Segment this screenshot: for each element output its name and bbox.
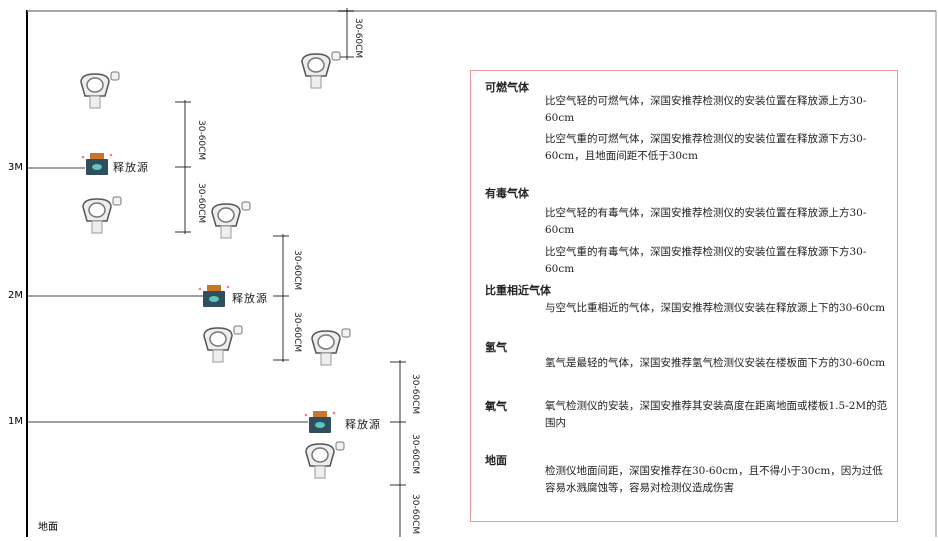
- ground-label: 地面: [38, 522, 58, 533]
- level-1m-label: 1M: [8, 416, 23, 427]
- dimension-lines: [175, 8, 406, 537]
- release-source-label: 释放源: [345, 418, 381, 431]
- gas-detector-icon: [311, 328, 351, 366]
- dimension-label: 30-60CM: [196, 120, 206, 161]
- section-title: 比重相近气体: [485, 284, 551, 297]
- release-source-icon: [81, 153, 113, 175]
- release-source-icon: [198, 285, 230, 307]
- section-title: 地面: [485, 454, 507, 467]
- level-3m-label: 3M: [8, 162, 23, 173]
- release-source-label: 释放源: [232, 292, 268, 305]
- level-2m-label: 2M: [8, 290, 23, 301]
- section-paragraph: 氢气是最轻的气体，深国安推荐氢气检测仪安装在楼板面下方的30-60cm: [545, 357, 886, 369]
- gas-detector-icon: [80, 71, 120, 109]
- dimension-label: 30-60CM: [292, 250, 302, 291]
- guideline-panel: 可燃气体比空气轻的可燃气体，深国安推荐检测仪的安装位置在释放源上方30-60cm…: [470, 70, 898, 522]
- section-paragraph: 检测仪地面间距，深国安推荐在30-60cm，且不得小于30cm，因为过低容易水溅…: [545, 465, 883, 494]
- release-source-label: 释放源: [113, 161, 149, 174]
- dimension-label: 30-60CM: [410, 374, 420, 415]
- gas-detector-icon: [301, 51, 341, 89]
- section-title: 可燃气体: [485, 81, 529, 94]
- dimension-label: 30-60CM: [410, 434, 420, 475]
- release-source-icon: [304, 411, 336, 433]
- dimension-label: 30-60CM: [292, 312, 302, 353]
- section-paragraph: 比空气重的有毒气体，深国安推荐检测仪的安装位置在释放源下方30-60cm: [545, 246, 867, 275]
- gas-detector-icon: [203, 325, 243, 363]
- section-title: 氢气: [485, 341, 507, 354]
- gas-detector-icon: [211, 201, 251, 239]
- section-paragraph: 与空气比重相近的气体，深国安推荐检测仪安装在释放源上下的30-60cm: [545, 302, 886, 314]
- section-paragraph: 氧气检测仪的安装，深国安推荐其安装高度在距离地面或楼板1.5-2M的范围内: [545, 400, 888, 429]
- section-title: 有毒气体: [485, 187, 529, 200]
- section-paragraph: 比空气轻的有毒气体，深国安推荐检测仪的安装位置在释放源上方30-60cm: [545, 207, 867, 236]
- dimension-label: 30-60CM: [410, 494, 420, 535]
- gas-detector-icon: [305, 441, 345, 479]
- section-paragraph: 比空气重的可燃气体，深国安推荐检测仪的安装位置在释放源下方30-60cm，且地面…: [545, 133, 867, 162]
- gas-detector-icon: [82, 196, 122, 234]
- dimension-label: 30-60CM: [353, 18, 363, 59]
- section-title: 氧气: [485, 400, 507, 413]
- dimension-label: 30-60CM: [196, 183, 206, 224]
- section-paragraph: 比空气轻的可燃气体，深国安推荐检测仪的安装位置在释放源上方30-60cm: [545, 95, 867, 124]
